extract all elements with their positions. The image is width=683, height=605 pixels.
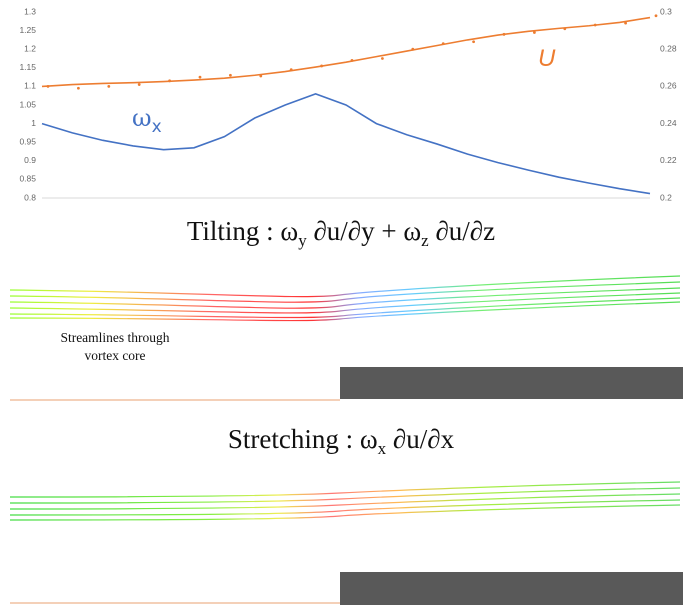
data-dot bbox=[77, 87, 80, 90]
y-tick-label: 0.85 bbox=[19, 174, 36, 184]
data-dot bbox=[47, 85, 50, 88]
data-dot bbox=[320, 65, 323, 68]
data-dot bbox=[503, 33, 506, 36]
data-dot bbox=[381, 57, 384, 60]
data-dot bbox=[229, 74, 232, 77]
y-tick-label: 1.25 bbox=[19, 25, 36, 35]
data-dot bbox=[594, 24, 597, 27]
y-tick-label: 0.9 bbox=[24, 155, 36, 165]
series-line bbox=[42, 18, 650, 87]
y-tick-label: 0.8 bbox=[24, 192, 36, 202]
y-tick-label: 1.3 bbox=[24, 6, 36, 16]
formula-text: ∂u/∂y + ω bbox=[307, 216, 421, 246]
formula-text: Stretching : ω bbox=[228, 424, 378, 454]
y2-tick-label: 0.26 bbox=[660, 81, 677, 91]
y-tick-label: 0.95 bbox=[19, 136, 36, 146]
series-label: U bbox=[538, 45, 556, 72]
y2-tick-label: 0.22 bbox=[660, 155, 677, 165]
y-tick-label: 1.2 bbox=[24, 43, 36, 53]
data-dot bbox=[199, 76, 202, 79]
y-tick-label: 1.1 bbox=[24, 81, 36, 91]
formula-text: Tilting : ω bbox=[187, 216, 298, 246]
wall bbox=[340, 367, 683, 399]
data-dot bbox=[168, 79, 171, 82]
data-dot bbox=[351, 59, 354, 62]
y2-tick-label: 0.24 bbox=[660, 118, 677, 128]
wall bbox=[340, 572, 683, 605]
streamlines-tilting bbox=[10, 276, 680, 321]
data-dot bbox=[472, 40, 475, 43]
y2-tick-label: 0.2 bbox=[660, 192, 672, 202]
series-label: ωx bbox=[132, 104, 162, 137]
data-dot bbox=[107, 85, 110, 88]
series-label-subscript: x bbox=[152, 117, 162, 137]
data-dot bbox=[138, 83, 141, 86]
formula: Stretching : ωx ∂u/∂x bbox=[228, 424, 455, 458]
formula: Tilting : ωy ∂u/∂y + ωz ∂u/∂z bbox=[187, 216, 495, 250]
series-label-symbol: ω bbox=[132, 104, 152, 132]
y2-tick-label: 0.28 bbox=[660, 43, 677, 53]
y2-tick-label: 0.3 bbox=[660, 6, 672, 16]
data-dot bbox=[259, 75, 262, 78]
data-dot bbox=[655, 14, 658, 17]
data-dot bbox=[442, 42, 445, 45]
formula-text: ∂u/∂x bbox=[386, 424, 454, 454]
streamlines-stretching bbox=[10, 482, 680, 520]
data-dot bbox=[624, 22, 627, 25]
data-dot bbox=[533, 31, 536, 34]
y-tick-label: 1 bbox=[31, 118, 36, 128]
data-dot bbox=[411, 48, 414, 51]
data-dot bbox=[290, 68, 293, 71]
y-tick-label: 1.15 bbox=[19, 62, 36, 72]
note: vortex core bbox=[84, 348, 145, 363]
note: Streamlines through bbox=[60, 330, 169, 345]
y-tick-label: 1.05 bbox=[19, 99, 36, 109]
figure: Streamlines through vortex core 0.8 0.85 0… bbox=[0, 0, 683, 605]
formula-text: ∂u/∂z bbox=[429, 216, 495, 246]
data-dot bbox=[563, 27, 566, 30]
